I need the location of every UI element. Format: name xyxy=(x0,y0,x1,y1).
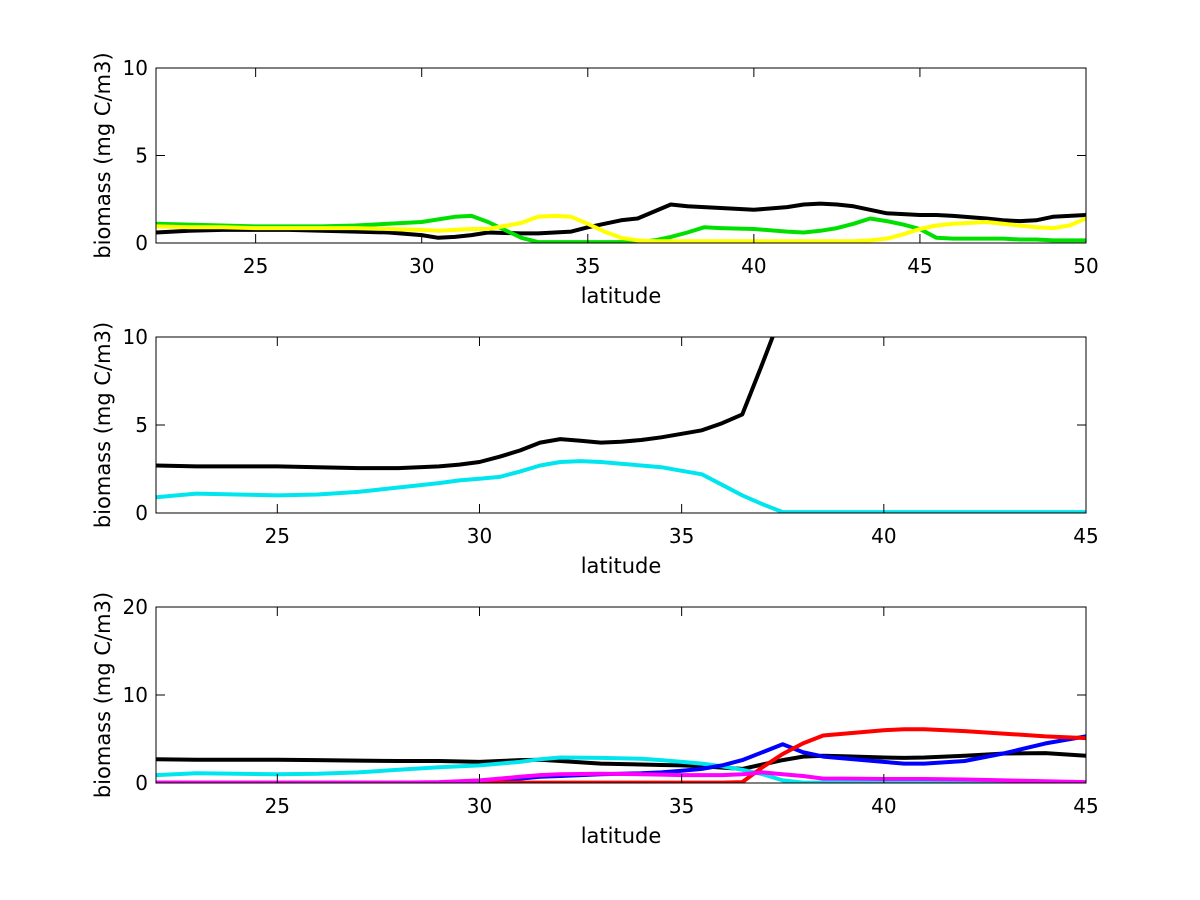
x-tick-label: 40 xyxy=(741,254,766,278)
x-tick-label: 50 xyxy=(1073,254,1098,278)
x-axis-label: latitude xyxy=(581,284,662,308)
y-tick-label: 10 xyxy=(123,56,148,80)
x-tick-label: 30 xyxy=(467,524,492,548)
x-tick-label: 30 xyxy=(467,794,492,818)
x-tick-label: 35 xyxy=(669,794,694,818)
axes-box xyxy=(155,336,1087,514)
y-axis-label: biomass (mg C/m3) xyxy=(91,52,115,258)
x-tick-label: 35 xyxy=(575,254,600,278)
chart-panel-1: 25 30 35 40 45 50 0 5 10 latitude biomass (mg C/m3… xyxy=(91,52,1099,308)
series-line-3 xyxy=(156,213,1086,243)
chart-panel-2: 25 30 35 40 45 0 5 10 latitude biomass (mg C/m3) xyxy=(91,322,1099,578)
x-tick-label: 25 xyxy=(243,254,268,278)
y-axis-label: biomass (mg C/m3) xyxy=(91,592,115,798)
x-tick-label: 30 xyxy=(409,254,434,278)
x-axis-label: latitude xyxy=(581,554,662,578)
y-tick-label: 0 xyxy=(135,501,148,525)
series-line-2 xyxy=(156,213,1086,243)
y-tick-label: 20 xyxy=(123,595,148,619)
y-tick-label: 10 xyxy=(123,325,148,349)
y-tick-label: 5 xyxy=(135,144,148,168)
series-line-1 xyxy=(156,751,1086,771)
x-axis-label: latitude xyxy=(581,824,662,848)
y-tick-label: 5 xyxy=(135,413,148,437)
series-group xyxy=(156,727,1086,783)
x-tick-label: 40 xyxy=(871,794,896,818)
x-tick-label: 35 xyxy=(669,524,694,548)
series-line-2 xyxy=(156,459,1086,513)
x-tick-label: 25 xyxy=(265,524,290,548)
x-tick-label: 40 xyxy=(871,524,896,548)
series-group xyxy=(156,201,1086,243)
x-tick-label: 45 xyxy=(1073,794,1098,818)
x-tick-label: 25 xyxy=(265,794,290,818)
x-tick-label: 45 xyxy=(907,254,932,278)
chart-panel-3: 25 30 35 40 45 0 10 20 latitude biomass (mg C/m3) xyxy=(91,592,1099,848)
y-tick-label: 0 xyxy=(135,771,148,795)
series-group xyxy=(156,337,1086,513)
y-axis-label: biomass (mg C/m3) xyxy=(91,322,115,528)
y-tick-label: 10 xyxy=(123,683,148,707)
x-tick-label: 45 xyxy=(1073,524,1098,548)
series-line-1 xyxy=(156,201,1086,240)
series-line-1 xyxy=(156,337,775,471)
y-tick-label: 0 xyxy=(135,231,148,255)
